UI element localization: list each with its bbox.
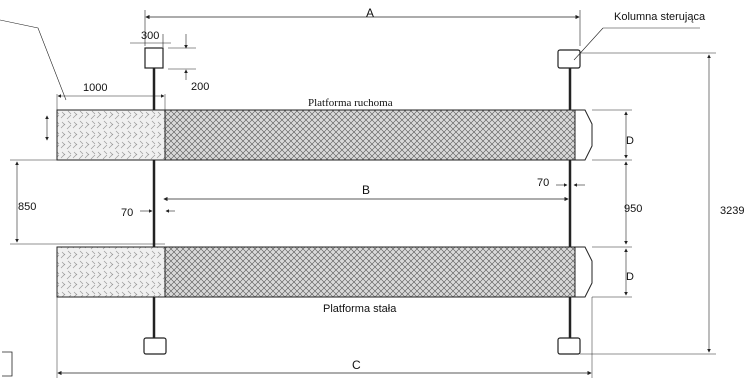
dimension-b: B bbox=[163, 183, 569, 202]
total-3239-label: 3239 bbox=[720, 205, 744, 217]
dim-d-bottom-label: D bbox=[626, 271, 634, 283]
clearance-right-label: 70 bbox=[537, 177, 549, 189]
gap-850-label: 850 bbox=[18, 201, 36, 213]
leader-line bbox=[0, 19, 67, 101]
dimension-a: A bbox=[144, 6, 581, 46]
dimension-column-offset: 200 bbox=[168, 34, 209, 93]
gap-950-label: 950 bbox=[624, 203, 642, 215]
dimension-70-right: 70 bbox=[537, 177, 585, 189]
dimension-d-top: D bbox=[592, 109, 634, 161]
column-offset-label: 200 bbox=[191, 81, 209, 93]
ramp-length-label: 1000 bbox=[83, 82, 107, 94]
dimension-3239: 3239 bbox=[580, 52, 744, 355]
dimension-70-left: 70 bbox=[121, 207, 175, 219]
dimension-d-bottom: D bbox=[592, 246, 634, 298]
control-column-callout: Kolumna sterująca bbox=[573, 11, 706, 61]
left-column bbox=[143, 47, 167, 355]
control-column-label: Kolumna sterująca bbox=[614, 11, 706, 23]
dimension-c: C bbox=[56, 297, 593, 378]
dim-a-label: A bbox=[366, 6, 374, 20]
fixed-platform bbox=[56, 246, 593, 298]
column-width-label: 300 bbox=[141, 30, 159, 42]
dim-b-label: B bbox=[362, 183, 370, 197]
moving-platform bbox=[56, 109, 593, 161]
dimension-column-width: 300 bbox=[130, 30, 171, 47]
dimension-850: 850 bbox=[10, 159, 165, 245]
clearance-left-label: 70 bbox=[121, 207, 133, 219]
dimension-ramp-length: 1000 bbox=[56, 82, 166, 110]
fixed-platform-label: Platforma stała bbox=[323, 303, 397, 315]
dim-c-label: C bbox=[352, 358, 361, 372]
corner-bracket bbox=[2, 351, 13, 377]
dim-d-top-label: D bbox=[626, 135, 634, 147]
dimension-950: 950 bbox=[624, 161, 642, 245]
control-column bbox=[557, 49, 581, 355]
moving-platform-label: Platforma ruchoma bbox=[308, 97, 393, 109]
